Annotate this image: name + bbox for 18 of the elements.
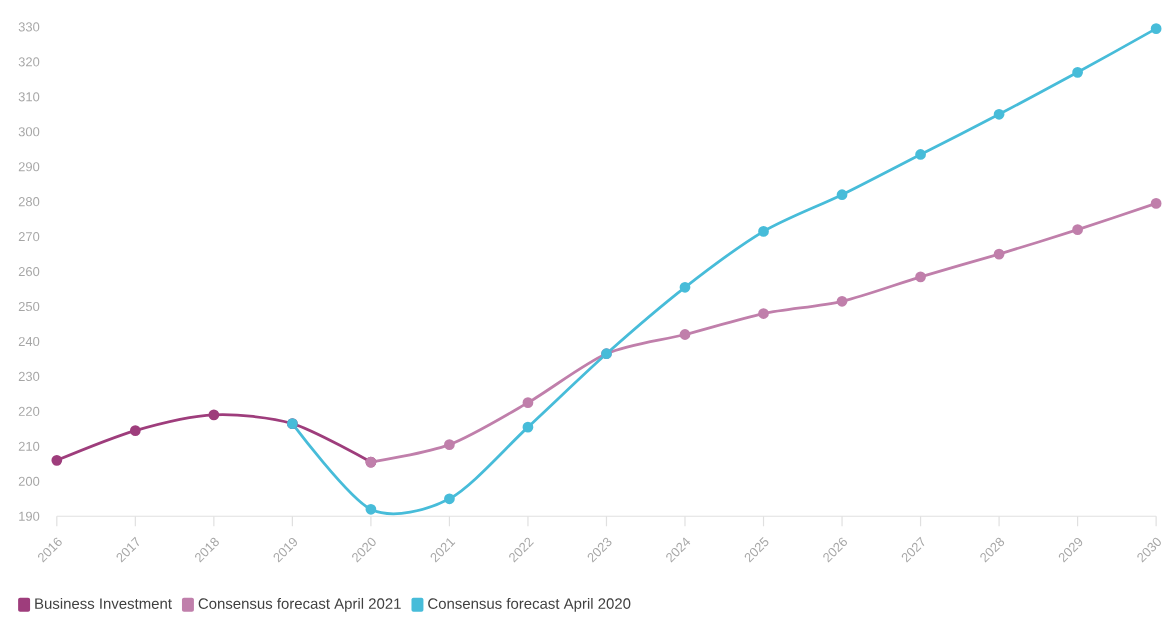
y-tick-label: 220	[18, 406, 40, 417]
y-tick-label: 310	[18, 92, 40, 102]
legend-label: Consensus forecast April 2021	[198, 598, 401, 612]
legend-label: Consensus forecast April 2020	[428, 598, 631, 612]
y-tick-label: 230	[18, 372, 40, 382]
y-tick-label: 260	[18, 267, 40, 277]
y-tick-label: 290	[18, 162, 40, 172]
y-tick-label: 190	[19, 511, 40, 521]
y-tick-label: 270	[18, 232, 40, 242]
y-tick-label: 320	[18, 57, 40, 67]
y-tick-label: 300	[18, 127, 40, 137]
legend-label: Business Investment	[35, 598, 172, 610]
y-tick-label: 200	[18, 476, 40, 487]
y-tick-label: 250	[18, 302, 40, 312]
y-tick-label: 240	[18, 337, 40, 347]
y-tick-label: 210	[18, 441, 40, 452]
y-tick-label: 280	[18, 197, 40, 207]
y-tick-label: 330	[18, 22, 40, 32]
